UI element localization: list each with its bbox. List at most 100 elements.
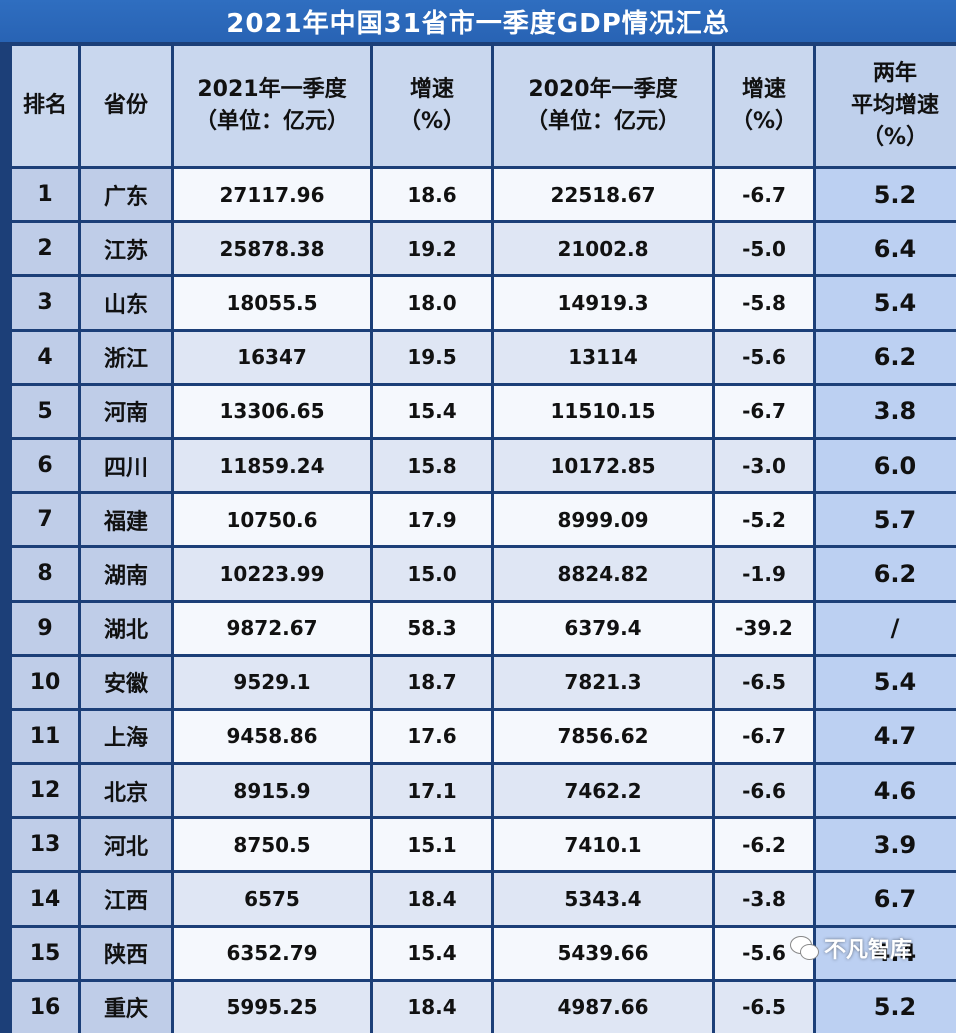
rank-cell: 7 [12, 494, 78, 546]
growth-2020-cell: -6.5 [715, 981, 813, 1033]
avg-growth-cell: 6.0 [816, 439, 956, 492]
gdp-2020-cell: 7821.3 [494, 656, 712, 708]
avg-growth-cell: / [816, 602, 956, 654]
growth-2020-cell: -5.0 [715, 223, 813, 275]
gdp-2020-cell: 22518.67 [494, 169, 712, 221]
avg-growth-cell: 4.7 [816, 710, 956, 763]
growth-2020-cell: -6.7 [715, 710, 813, 763]
rank-cell: 16 [12, 981, 78, 1033]
rank-cell: 9 [12, 602, 78, 654]
province-cell: 江西 [81, 873, 171, 925]
avg-growth-cell: 5.2 [816, 169, 956, 221]
growth-2021-cell: 18.7 [373, 656, 491, 708]
header-gdp-2021-line2: （单位：亿元） [194, 109, 349, 134]
rank-cell: 8 [12, 548, 78, 600]
rank-cell: 12 [12, 765, 78, 817]
avg-growth-cell: 4.6 [816, 765, 956, 817]
header-avg-growth: 两年 平均增速 （%） [816, 46, 956, 166]
gdp-2020-cell: 8824.82 [494, 548, 712, 600]
rank-cell: 1 [12, 169, 78, 221]
growth-2020-cell: -6.6 [715, 765, 813, 817]
growth-2020-cell: -6.5 [715, 656, 813, 708]
avg-growth-cell: 6.2 [816, 331, 956, 383]
province-cell: 四川 [81, 439, 171, 492]
gdp-2020-cell: 7410.1 [494, 819, 712, 871]
rank-cell: 3 [12, 277, 78, 329]
rank-cell: 10 [12, 656, 78, 708]
gdp-2021-cell: 13306.65 [174, 385, 370, 437]
province-cell: 北京 [81, 765, 171, 817]
gdp-2021-cell: 11859.24 [174, 439, 370, 492]
header-growth-2020: 增速 （%） [715, 46, 813, 166]
growth-2021-cell: 15.1 [373, 819, 491, 871]
header-gdp-2021-line1: 2021年一季度 [197, 77, 347, 103]
avg-growth-cell: 6.7 [816, 873, 956, 925]
province-cell: 安徽 [81, 656, 171, 708]
header-growth-2021-line2: （%） [398, 109, 466, 134]
growth-2021-cell: 19.2 [373, 223, 491, 275]
province-cell: 广东 [81, 169, 171, 221]
rank-cell: 13 [12, 819, 78, 871]
growth-2021-cell: 19.5 [373, 331, 491, 383]
avg-growth-cell: 4.4 [816, 927, 956, 979]
header-growth-2020-line1: 增速 [741, 77, 786, 103]
header-growth-2021-line1: 增速 [409, 77, 454, 103]
header-gdp-2020: 2020年一季度 （单位：亿元） [494, 46, 712, 166]
gdp-2020-cell: 5343.4 [494, 873, 712, 925]
growth-2021-cell: 58.3 [373, 602, 491, 654]
rank-cell: 14 [12, 873, 78, 925]
growth-2021-cell: 15.8 [373, 439, 491, 492]
avg-growth-cell: 3.8 [816, 385, 956, 437]
header-province-label: 省份 [103, 93, 148, 119]
header-growth-2021: 增速 （%） [373, 46, 491, 166]
gdp-2020-cell: 8999.09 [494, 494, 712, 546]
gdp-2021-cell: 18055.5 [174, 277, 370, 329]
avg-growth-cell: 5.4 [816, 277, 956, 329]
growth-2020-cell: -39.2 [715, 602, 813, 654]
rank-cell: 11 [12, 710, 78, 763]
province-cell: 福建 [81, 494, 171, 546]
growth-2021-cell: 18.4 [373, 981, 491, 1033]
header-growth-2020-line2: （%） [730, 109, 798, 134]
growth-2020-cell: -5.2 [715, 494, 813, 546]
watermark-text: 不凡智库 [824, 938, 913, 963]
header-gdp-2020-line2: （单位：亿元） [525, 109, 680, 134]
rank-cell: 4 [12, 331, 78, 383]
gdp-2020-cell: 4987.66 [494, 981, 712, 1033]
gdp-table: 排名 省份 2021年一季度 （单位：亿元） 增速 （%） 2020年一季度 （… [12, 46, 956, 1033]
gdp-2020-cell: 7462.2 [494, 765, 712, 817]
header-rank-label: 排名 [22, 93, 67, 119]
rank-cell: 5 [12, 385, 78, 437]
gdp-2020-cell: 7856.62 [494, 710, 712, 763]
rank-cell: 2 [12, 223, 78, 275]
wechat-icon [790, 936, 819, 960]
growth-2020-cell: -5.8 [715, 277, 813, 329]
gdp-2021-cell: 6575 [174, 873, 370, 925]
avg-growth-cell: 6.2 [816, 548, 956, 600]
header-province: 省份 [81, 46, 171, 166]
header-rank: 排名 [12, 46, 78, 166]
growth-2020-cell: -6.7 [715, 385, 813, 437]
growth-2021-cell: 15.0 [373, 548, 491, 600]
gdp-2021-cell: 9529.1 [174, 656, 370, 708]
growth-2021-cell: 15.4 [373, 385, 491, 437]
avg-growth-cell: 3.9 [816, 819, 956, 871]
gdp-2021-cell: 25878.38 [174, 223, 370, 275]
gdp-2021-cell: 9458.86 [174, 710, 370, 763]
header-gdp-2020-line1: 2020年一季度 [528, 77, 678, 103]
growth-2021-cell: 17.1 [373, 765, 491, 817]
gdp-2021-cell: 8750.5 [174, 819, 370, 871]
gdp-2021-cell: 8915.9 [174, 765, 370, 817]
gdp-2021-cell: 16347 [174, 331, 370, 383]
gdp-2021-cell: 27117.96 [174, 169, 370, 221]
avg-growth-cell: 6.4 [816, 223, 956, 275]
growth-2021-cell: 18.6 [373, 169, 491, 221]
province-cell: 河南 [81, 385, 171, 437]
header-avg-growth-line1: 两年 [872, 61, 917, 87]
growth-2021-cell: 18.4 [373, 873, 491, 925]
growth-2020-cell: -1.9 [715, 548, 813, 600]
province-cell: 湖北 [81, 602, 171, 654]
rank-cell: 6 [12, 439, 78, 492]
growth-2021-cell: 18.0 [373, 277, 491, 329]
avg-growth-cell: 5.4 [816, 656, 956, 708]
